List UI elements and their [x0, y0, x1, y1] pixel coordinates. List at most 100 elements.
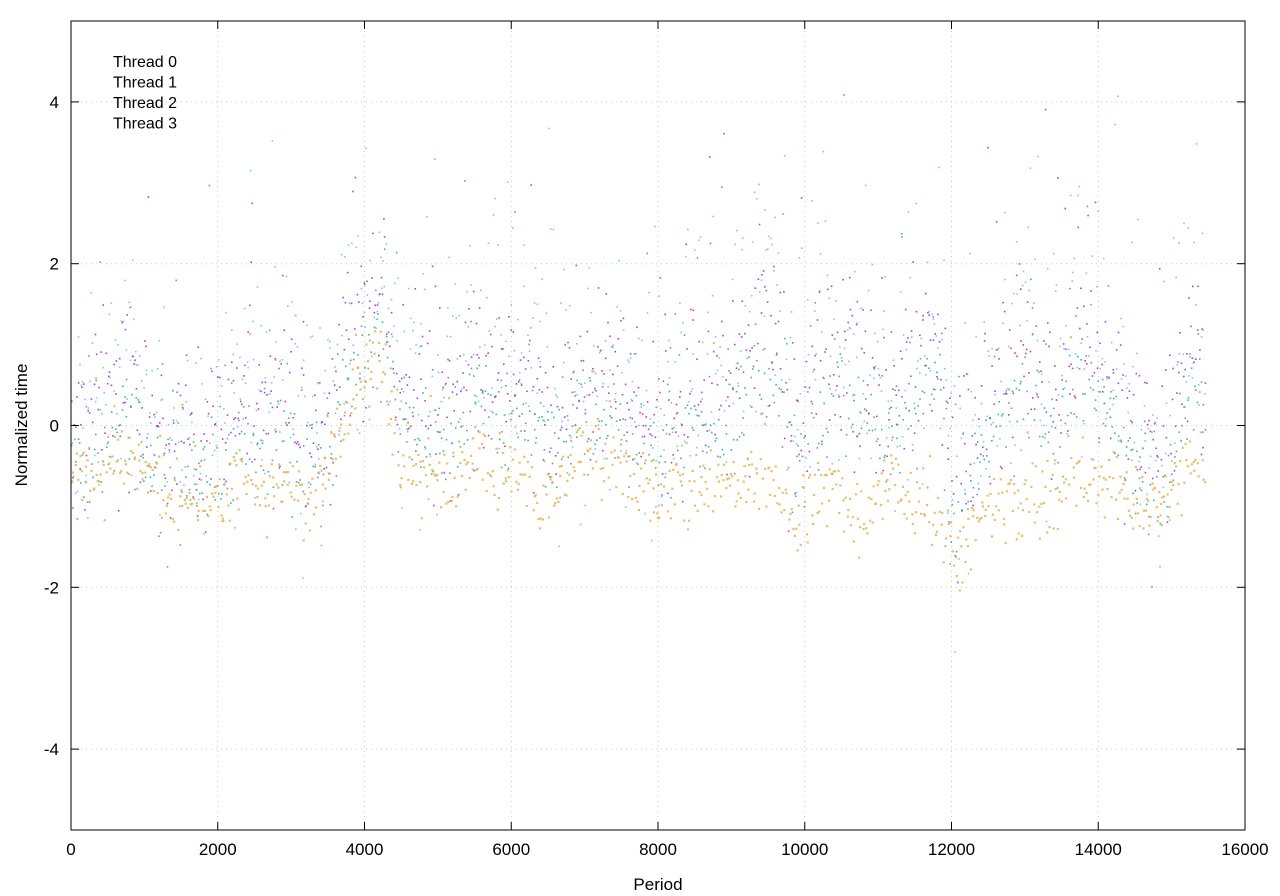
- data-point: [796, 428, 799, 431]
- data-point: [1073, 476, 1076, 479]
- data-point: [900, 498, 903, 501]
- data-point: [1112, 368, 1114, 371]
- data-point: [811, 345, 814, 348]
- data-point: [815, 413, 818, 415]
- data-point: [1097, 380, 1099, 383]
- data-point: [1095, 350, 1097, 352]
- data-point: [839, 353, 842, 355]
- data-point: [1020, 380, 1022, 383]
- data-point: [396, 340, 398, 342]
- data-point: [888, 419, 890, 421]
- data-point: [100, 351, 102, 353]
- data-point: [352, 190, 354, 193]
- data-point: [297, 499, 300, 502]
- data-point: [1055, 399, 1058, 401]
- data-point: [622, 317, 625, 320]
- data-point: [435, 453, 437, 455]
- data-point: [406, 430, 409, 433]
- data-point: [76, 396, 78, 398]
- data-point: [530, 454, 533, 456]
- data-point: [904, 401, 906, 404]
- data-point: [1014, 352, 1016, 354]
- data-point: [306, 438, 308, 440]
- data-point: [254, 497, 257, 499]
- data-point: [628, 455, 631, 458]
- data-point: [181, 505, 184, 507]
- data-point: [572, 372, 574, 374]
- data-point: [965, 538, 968, 541]
- data-point: [917, 420, 920, 422]
- data-point: [711, 431, 713, 434]
- data-point: [572, 403, 574, 406]
- data-point: [787, 466, 790, 469]
- data-point: [1001, 467, 1003, 470]
- data-point: [92, 476, 94, 479]
- data-point: [1139, 468, 1141, 471]
- data-point: [573, 470, 576, 473]
- data-point: [934, 533, 938, 536]
- data-point: [1071, 280, 1074, 282]
- data-point: [707, 311, 709, 314]
- data-point: [466, 461, 470, 464]
- data-point: [199, 465, 202, 468]
- data-point: [77, 478, 80, 481]
- data-point: [452, 315, 454, 317]
- data-point: [105, 471, 108, 474]
- data-point: [1014, 444, 1016, 446]
- data-point: [136, 429, 139, 431]
- data-point: [885, 480, 888, 483]
- data-point: [127, 436, 130, 439]
- data-point: [301, 367, 303, 369]
- data-point: [607, 435, 609, 437]
- data-point: [879, 503, 883, 507]
- data-point: [439, 431, 442, 433]
- data-point: [504, 445, 506, 448]
- data-point: [592, 367, 594, 370]
- data-point: [209, 483, 211, 486]
- data-point: [154, 416, 156, 418]
- data-point: [502, 482, 505, 485]
- data-point: [840, 429, 842, 431]
- data-point: [108, 371, 111, 373]
- data-point: [248, 405, 250, 407]
- data-point: [667, 492, 669, 495]
- data-point: [512, 227, 514, 229]
- data-point: [745, 500, 748, 504]
- data-point: [922, 412, 924, 415]
- data-point: [327, 478, 330, 481]
- data-point: [1000, 380, 1002, 383]
- data-point: [554, 502, 557, 505]
- data-point: [717, 463, 720, 466]
- data-point: [260, 484, 263, 487]
- data-point: [223, 482, 226, 485]
- x-axis-title: Period: [633, 875, 682, 894]
- data-point: [74, 492, 77, 495]
- data-point: [1039, 361, 1041, 363]
- data-point: [1134, 512, 1137, 515]
- data-point: [1184, 442, 1187, 446]
- data-point: [950, 541, 952, 543]
- data-point: [1090, 361, 1093, 364]
- data-point: [414, 352, 417, 354]
- data-point: [659, 483, 663, 486]
- data-point: [825, 348, 827, 350]
- data-point: [448, 397, 451, 400]
- data-point: [616, 306, 618, 308]
- data-point: [118, 366, 121, 369]
- data-point: [288, 481, 291, 484]
- data-point: [405, 402, 407, 404]
- data-point: [1108, 376, 1110, 378]
- data-point: [164, 512, 167, 515]
- data-point: [732, 402, 735, 405]
- data-point: [1019, 324, 1021, 327]
- data-point: [525, 504, 528, 508]
- data-point: [1172, 237, 1175, 239]
- data-point: [223, 478, 225, 481]
- data-point: [233, 459, 236, 462]
- data-point: [161, 363, 164, 365]
- data-point: [916, 467, 918, 470]
- data-point: [153, 453, 155, 456]
- data-point: [498, 496, 501, 500]
- data-point: [1189, 356, 1191, 358]
- data-point: [304, 505, 307, 508]
